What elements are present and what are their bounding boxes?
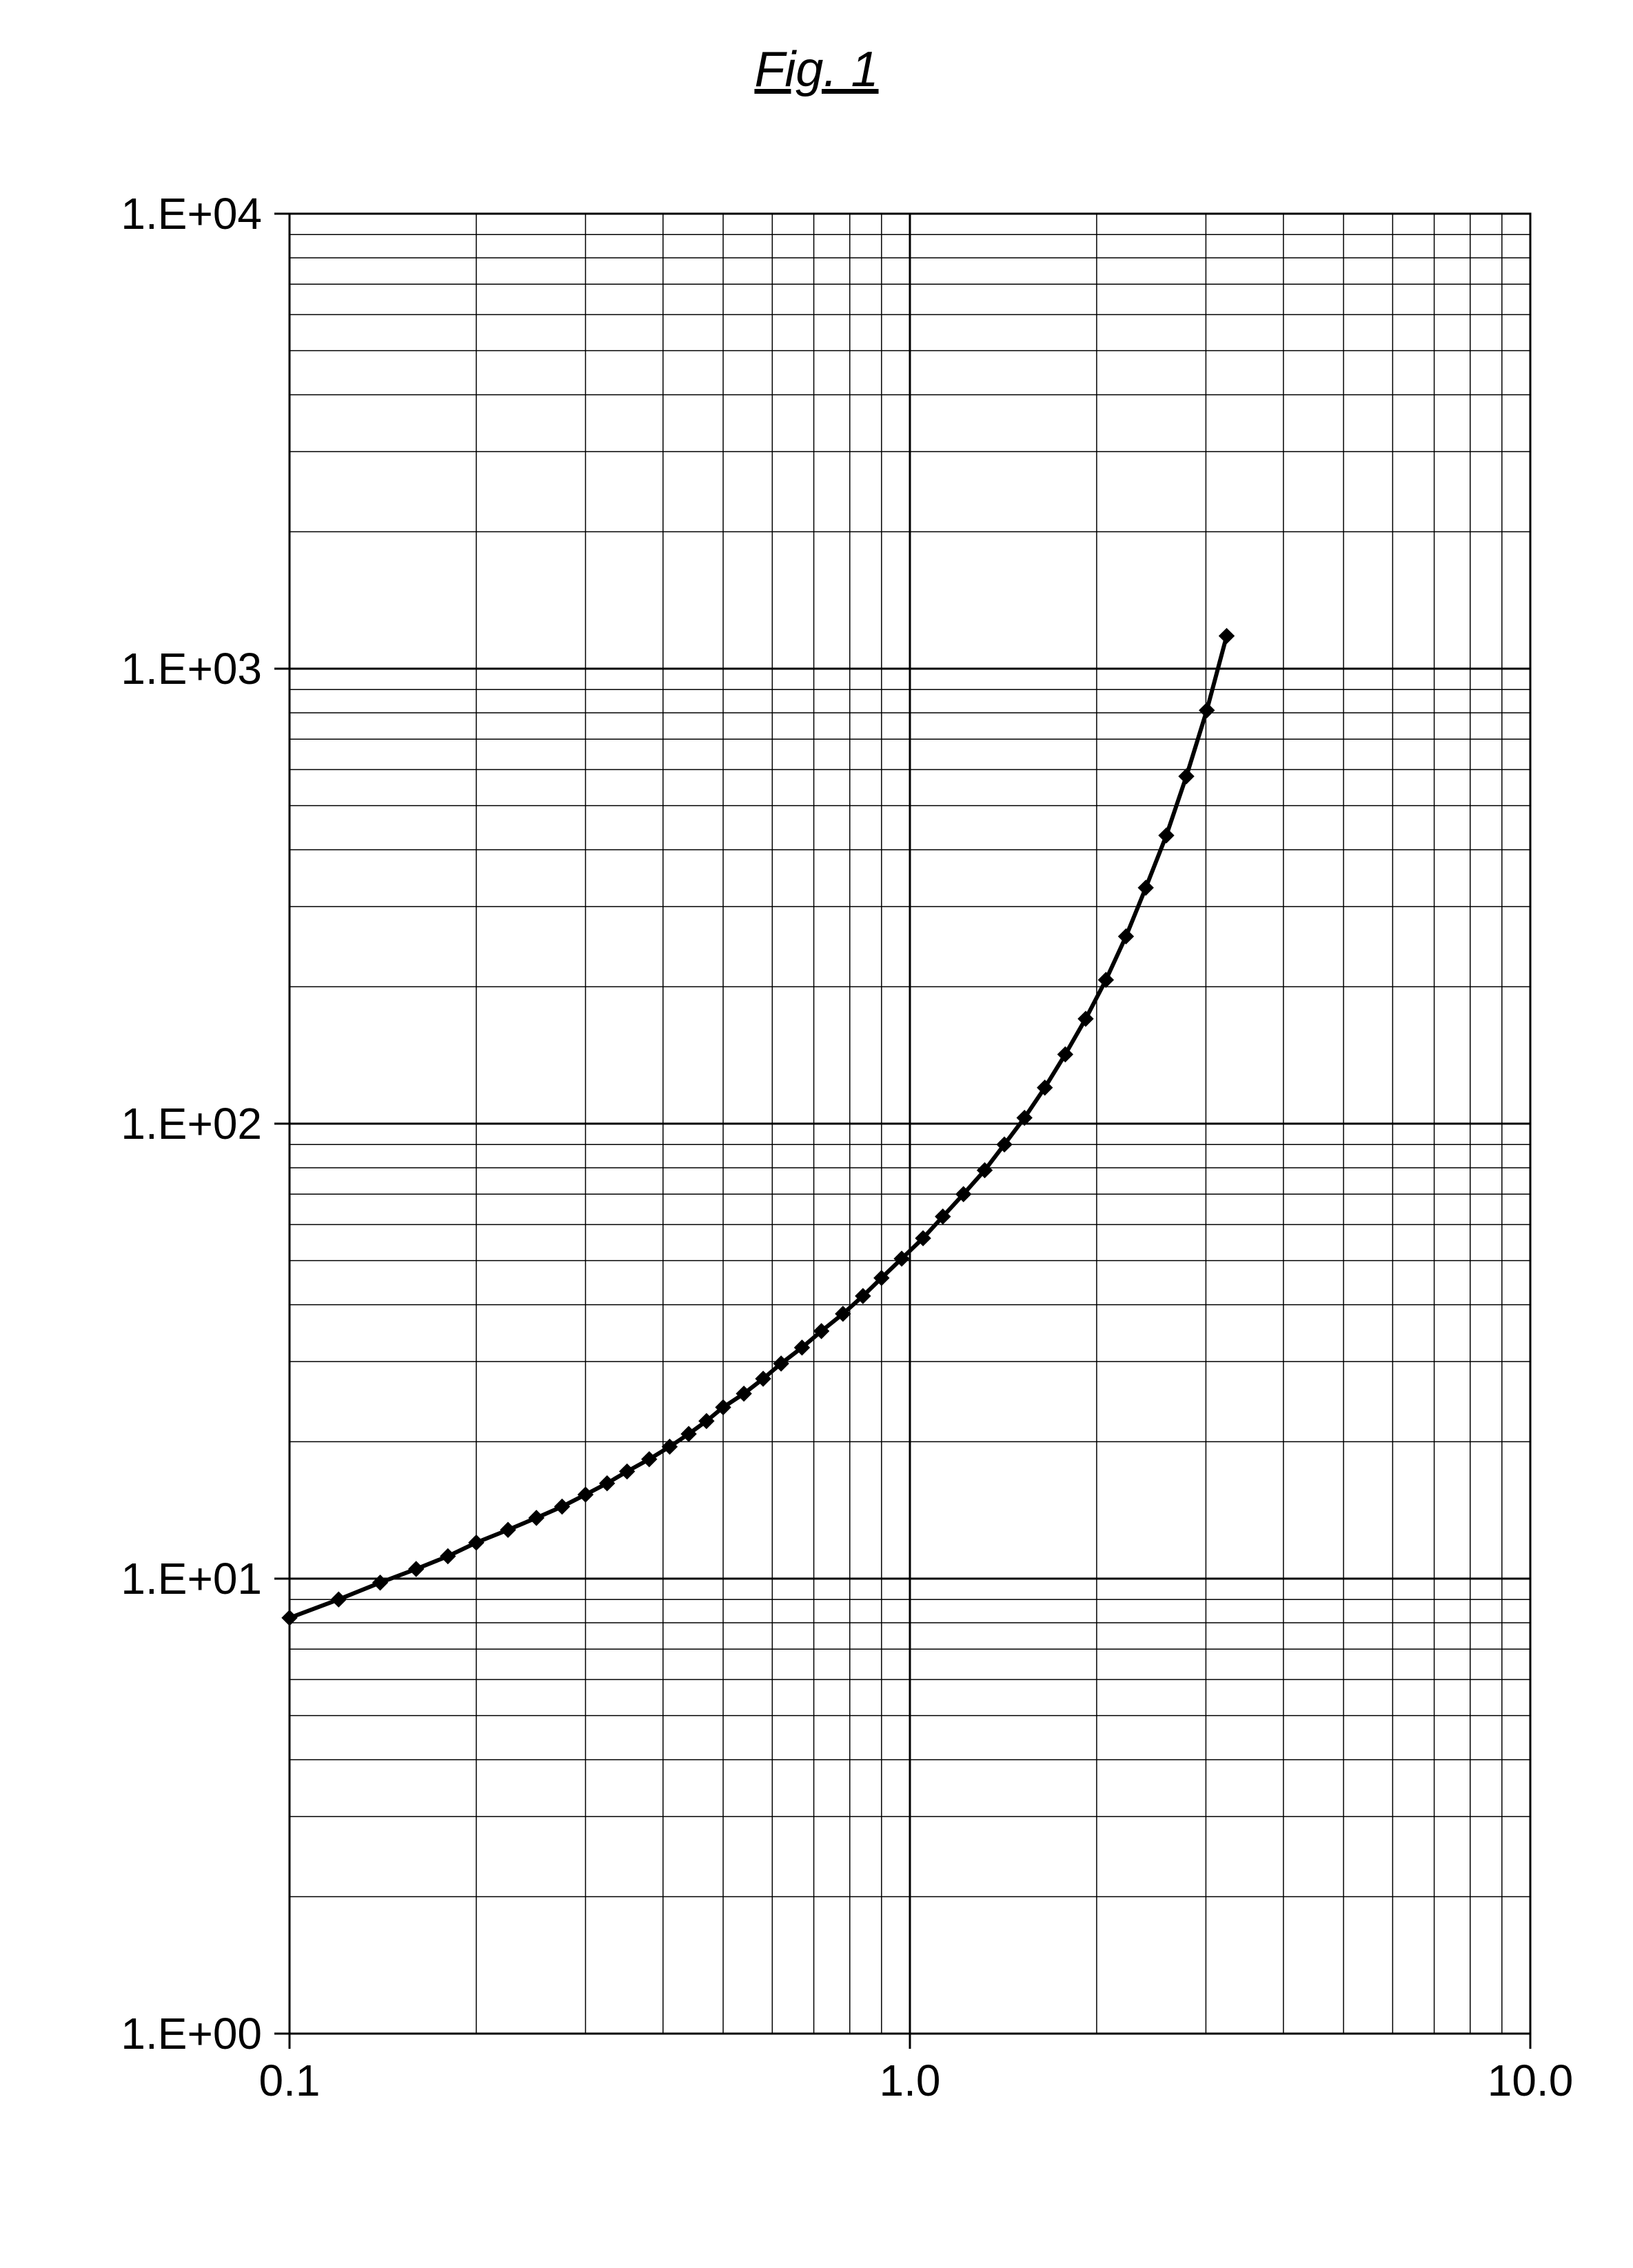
y-tick-label: 1.E+04: [121, 189, 262, 239]
y-tick-label: 1.E+00: [121, 2009, 262, 2058]
log-log-chart: 0.1 1.0 10.0 1.E+00 1.E+01 1.E+02 1.E+03 1.E+04: [0, 0, 1633, 2268]
x-tick-label: 0.1: [259, 2056, 321, 2105]
y-tick-label: 1.E+02: [121, 1099, 262, 1148]
x-tick-label: 1.0: [880, 2056, 941, 2105]
y-tick-label: 1.E+01: [121, 1554, 262, 1603]
chart-svg: 0.1 1.0 10.0 1.E+00 1.E+01 1.E+02 1.E+03 1.E+04: [0, 0, 1633, 2268]
y-tick-label: 1.E+03: [121, 644, 262, 693]
x-tick-label: 10.0: [1488, 2056, 1574, 2105]
